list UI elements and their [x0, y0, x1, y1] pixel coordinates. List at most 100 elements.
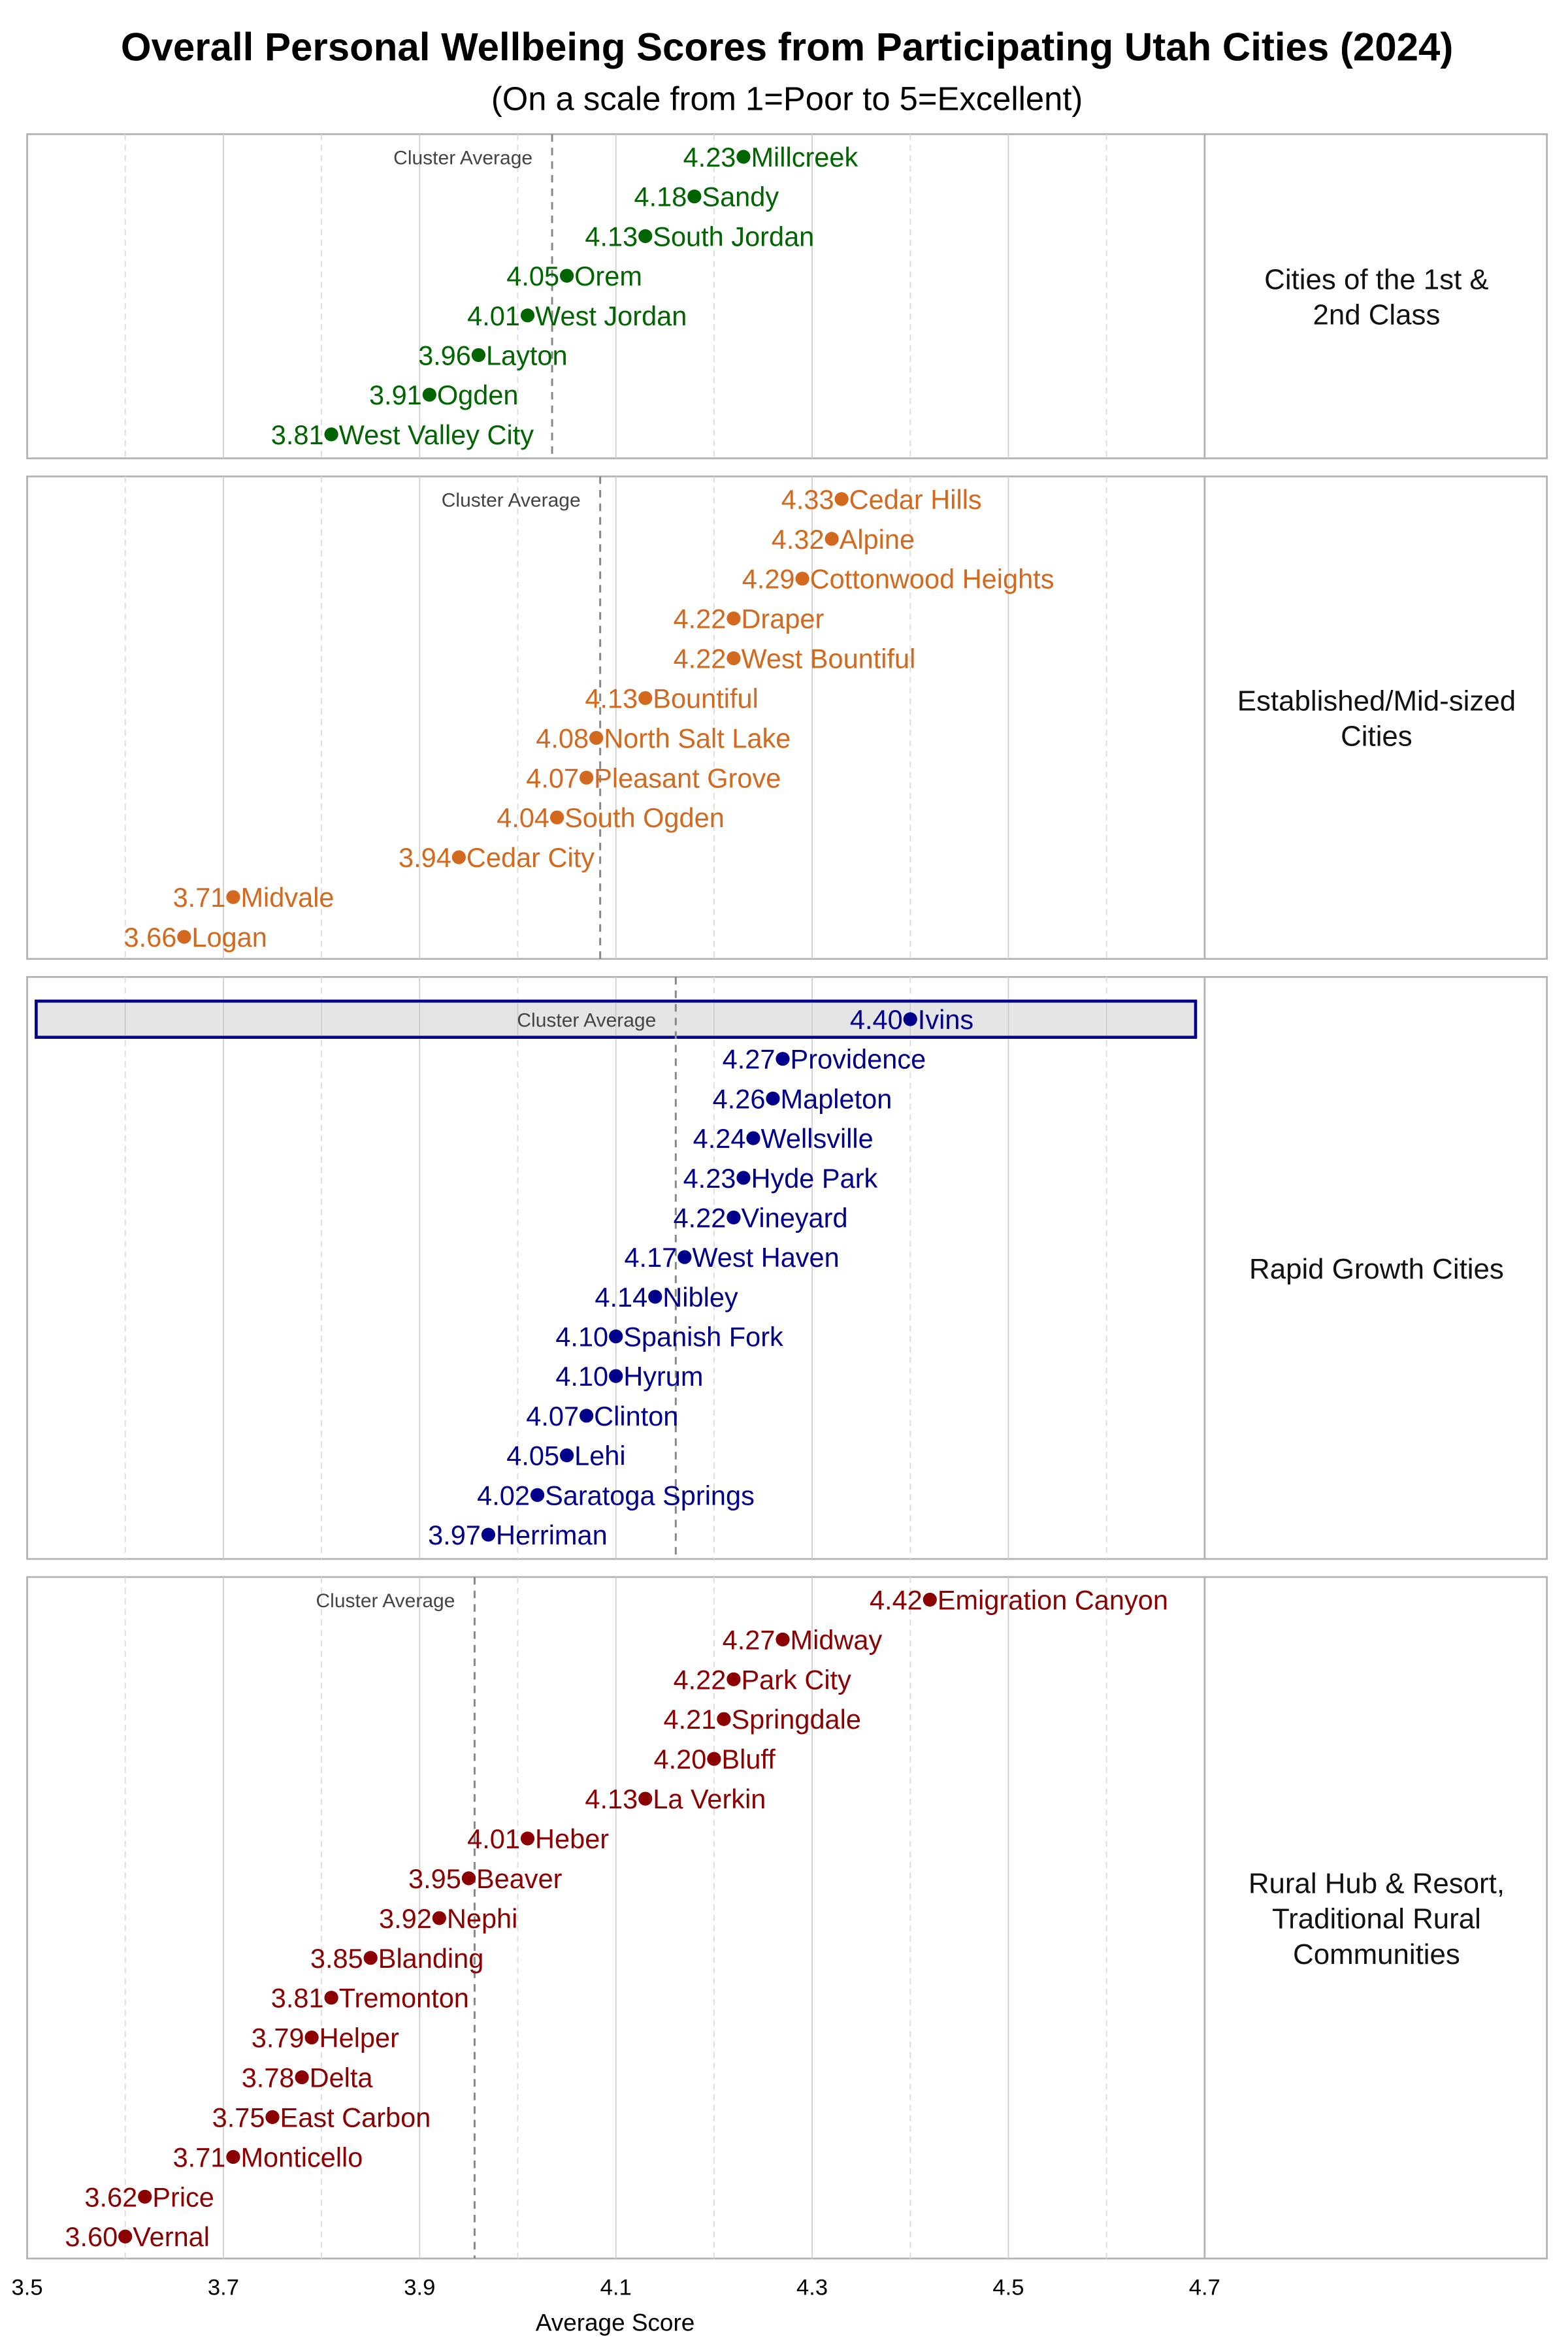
value-label: 4.07 — [526, 762, 579, 793]
data-point — [736, 1171, 751, 1185]
city-label: Cedar City — [466, 842, 595, 873]
value-label: 3.62 — [84, 2181, 137, 2212]
city-label: South Ogden — [564, 802, 725, 833]
facet-strip-label: Cities — [1341, 721, 1413, 753]
data-point — [834, 492, 849, 506]
value-label: 4.13 — [585, 221, 638, 252]
facet-panels: Cluster Average 4.23 Millcreek 4.18 Sandy 4.1… — [26, 133, 1548, 2260]
cluster-average-label: Cluster Average — [442, 489, 581, 511]
data-point — [324, 1991, 338, 2005]
city-label: Midvale — [240, 882, 334, 913]
value-label: 4.22 — [674, 604, 727, 634]
value-label: 4.42 — [870, 1584, 923, 1615]
data-point — [903, 1012, 917, 1026]
city-label: Alpine — [840, 524, 915, 555]
data-point — [177, 930, 191, 944]
city-label: Monticello — [240, 2142, 363, 2172]
data-point — [559, 1448, 574, 1463]
value-label: 4.02 — [477, 1480, 530, 1511]
value-label: 4.13 — [585, 1784, 638, 1814]
value-label: 4.10 — [555, 1322, 608, 1352]
value-label: 4.14 — [595, 1282, 647, 1313]
city-label: Draper — [741, 604, 824, 634]
value-label: 4.20 — [654, 1744, 707, 1774]
value-label: 4.24 — [693, 1123, 746, 1154]
x-tick-label: 3.9 — [404, 2275, 435, 2300]
data-point — [138, 2189, 152, 2204]
city-label: Tremonton — [339, 1983, 469, 2014]
data-point — [746, 1131, 760, 1145]
value-label: 4.10 — [555, 1361, 608, 1392]
data-point — [461, 1871, 476, 1886]
data-point — [559, 269, 574, 283]
data-point — [727, 1210, 741, 1225]
data-point — [717, 1712, 731, 1726]
facet-strip-label: Established/Mid-sized — [1237, 685, 1516, 717]
data-point — [795, 572, 809, 586]
data-point — [678, 1250, 692, 1264]
city-label: Heber — [535, 1823, 609, 1854]
city-label: West Bountiful — [741, 644, 915, 674]
data-point — [923, 1592, 937, 1607]
chart-title: Overall Personal Wellbeing Scores from P… — [121, 25, 1454, 69]
city-label: Helper — [319, 2023, 399, 2053]
city-label: West Jordan — [535, 301, 687, 331]
data-point — [580, 1409, 594, 1423]
value-label: 4.40 — [850, 1004, 903, 1035]
city-label: Spanish Fork — [623, 1322, 783, 1352]
panel-frame — [26, 1576, 1548, 2260]
value-label: 4.13 — [585, 683, 638, 713]
x-tick-label: 4.5 — [992, 2275, 1024, 2300]
data-point — [118, 2229, 133, 2244]
city-label: North Salt Lake — [604, 723, 791, 753]
data-point — [638, 1791, 653, 1806]
city-label: Lehi — [574, 1441, 626, 1471]
value-label: 4.22 — [674, 1202, 727, 1233]
value-label: 3.66 — [123, 922, 176, 953]
value-label: 4.07 — [526, 1401, 579, 1431]
city-label: Price — [152, 2181, 214, 2212]
value-label: 4.23 — [683, 142, 736, 172]
data-point — [707, 1752, 721, 1766]
city-label: Hyde Park — [751, 1163, 877, 1194]
value-label: 3.92 — [379, 1903, 432, 1934]
city-label: Sandy — [702, 182, 779, 212]
data-point — [432, 1911, 446, 1925]
city-label: West Haven — [692, 1242, 839, 1273]
value-label: 4.22 — [674, 644, 727, 674]
data-point — [776, 1052, 790, 1066]
data-point — [609, 1369, 623, 1383]
facet-strip-label: Rural Hub & Resort, — [1249, 1867, 1505, 1899]
facet-strip-label: Communities — [1293, 1938, 1460, 1970]
value-label: 3.81 — [271, 419, 324, 450]
city-label: Emigration Canyon — [938, 1584, 1168, 1615]
city-label: South Jordan — [653, 221, 814, 252]
city-label: Mapleton — [781, 1083, 892, 1114]
x-tick-label: 4.3 — [796, 2275, 828, 2300]
data-point — [736, 150, 751, 164]
value-label: 4.08 — [536, 723, 589, 753]
city-label: Cedar Hills — [849, 484, 982, 515]
city-label: Beaver — [476, 1863, 563, 1894]
facet-strip-label: Rapid Growth Cities — [1249, 1253, 1504, 1285]
city-label: Herriman — [496, 1520, 608, 1550]
x-tick-label: 3.5 — [11, 2275, 42, 2300]
facet-strip-label: 2nd Class — [1313, 299, 1440, 331]
city-label: Saratoga Springs — [545, 1480, 755, 1511]
city-label: West Valley City — [339, 419, 534, 450]
data-point — [226, 890, 240, 904]
city-label: Vernal — [133, 2221, 210, 2252]
value-label: 3.71 — [173, 882, 226, 913]
city-label: Springdale — [731, 1704, 861, 1735]
value-label: 4.26 — [713, 1083, 766, 1114]
city-label: Layton — [486, 340, 568, 370]
city-label: Nephi — [447, 1903, 517, 1934]
data-point — [520, 308, 535, 323]
city-label: Bountiful — [653, 683, 759, 713]
city-label: Logan — [191, 922, 267, 953]
city-label: Hyrum — [623, 1361, 703, 1392]
value-label: 4.21 — [664, 1704, 717, 1735]
data-point — [530, 1488, 545, 1502]
data-point — [226, 2149, 240, 2164]
